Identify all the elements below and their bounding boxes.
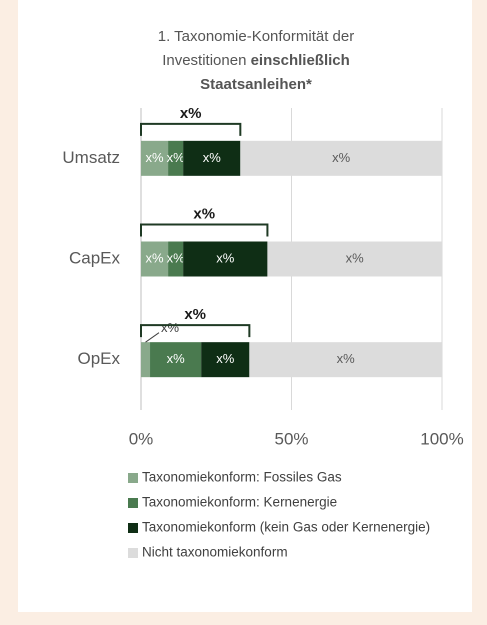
data-label: x%: [167, 150, 186, 165]
total-label: x%: [180, 105, 202, 122]
data-label: x%: [146, 150, 165, 165]
legend-label: Taxonomiekonform: Fossiles Gas: [142, 470, 342, 485]
data-label: x%: [167, 250, 186, 265]
data-label: x%: [146, 250, 165, 265]
legend-swatch: [128, 548, 138, 558]
x-tick-label: 50%: [274, 429, 308, 448]
data-label: x%: [332, 150, 351, 165]
bar-segment: [168, 140, 184, 176]
legend-swatch: [128, 498, 138, 508]
total-label: x%: [184, 306, 206, 323]
y-tick-label: OpEx: [77, 349, 120, 368]
data-label: x%: [203, 150, 222, 165]
bracket: [140, 122, 242, 136]
bar-segment: [267, 241, 442, 277]
legend-label: Taxonomiekonform (kein Gas oder Kernener…: [142, 520, 430, 535]
y-tick-label: CapEx: [69, 248, 121, 267]
data-label: x%: [161, 320, 180, 335]
panel: [18, 0, 472, 612]
bar-segment: [201, 342, 250, 378]
chart-title: Investitionen einschließlich: [162, 52, 350, 69]
legend-swatch: [128, 473, 138, 483]
data-label: x%: [216, 250, 235, 265]
chart-title: Staatsanleihen*: [200, 76, 312, 93]
legend-label: Nicht taxonomiekonform: [142, 545, 288, 560]
bracket: [140, 324, 251, 338]
bar-segment: [183, 241, 268, 277]
y-tick-label: Umsatz: [62, 148, 120, 167]
bar-segment: [150, 342, 202, 378]
leader-line: [145, 332, 160, 343]
data-label: x%: [167, 351, 186, 366]
data-label: x%: [346, 250, 365, 265]
legend-swatch: [128, 523, 138, 533]
bar-segment: [249, 342, 442, 378]
bar-segment: [183, 140, 241, 176]
bracket: [140, 223, 269, 237]
bar-segment: [141, 140, 169, 176]
chart-title: Investitionen: [162, 52, 246, 69]
legend-label: Taxonomiekonform: Kernenergie: [142, 495, 337, 510]
x-tick-label: 0%: [129, 429, 154, 448]
data-label: x%: [216, 351, 235, 366]
data-label: x%: [337, 351, 356, 366]
x-tick-label: 100%: [420, 429, 463, 448]
total-label: x%: [193, 205, 215, 222]
chart-title: einschließlich: [251, 52, 350, 69]
bar-segment: [141, 241, 169, 277]
chart-title: 1. Taxonomie-Konformität der: [158, 28, 355, 45]
bar-segment: [168, 241, 184, 277]
bar-segment: [141, 342, 151, 378]
bar-segment: [240, 140, 442, 176]
